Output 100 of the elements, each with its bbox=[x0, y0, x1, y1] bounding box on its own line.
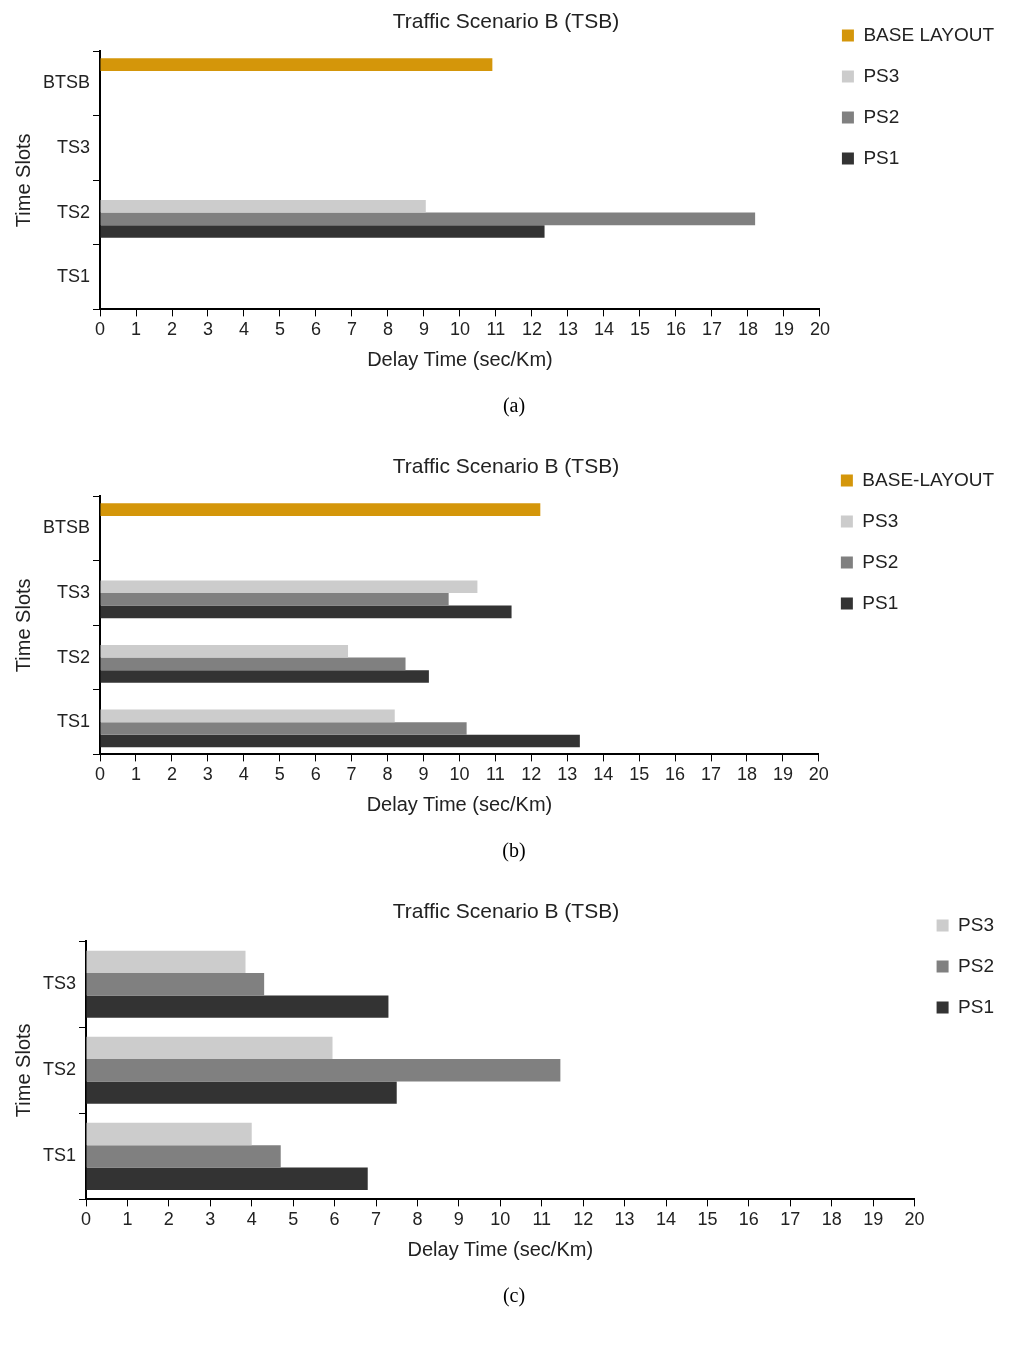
legend-label: PS2 bbox=[958, 954, 995, 976]
y-tick-label: BTSB bbox=[43, 72, 91, 93]
x-tick-label: 4 bbox=[246, 1209, 257, 1230]
y-tick-label: TS3 bbox=[57, 581, 91, 602]
x-tick-label: 20 bbox=[904, 1209, 925, 1230]
y-tick-label: TS1 bbox=[57, 711, 91, 732]
x-tick-label: 10 bbox=[449, 764, 470, 785]
x-tick-label: 7 bbox=[346, 319, 357, 340]
x-tick-label: 5 bbox=[288, 1209, 299, 1230]
x-tick-label: 11 bbox=[486, 764, 505, 785]
x-tick-label: 1 bbox=[122, 1209, 133, 1230]
y-tick-label: TS3 bbox=[43, 973, 77, 994]
bar bbox=[86, 1036, 333, 1060]
x-tick-label: 5 bbox=[274, 319, 285, 340]
x-tick-label: 0 bbox=[95, 764, 106, 785]
bar bbox=[86, 1145, 281, 1168]
x-tick-label: 19 bbox=[773, 319, 794, 340]
x-tick-label: 14 bbox=[656, 1209, 677, 1230]
x-tick-label: 13 bbox=[614, 1209, 635, 1230]
x-tick-label: 4 bbox=[238, 319, 249, 340]
text: (b) bbox=[501, 839, 527, 862]
y-tick-label: BTSB bbox=[43, 517, 91, 538]
chart-title: Traffic Scenario B (TSB) bbox=[392, 899, 620, 923]
chart-title: Traffic Scenario B (TSB) bbox=[392, 9, 620, 33]
x-tick-label: 11 bbox=[532, 1209, 552, 1230]
x-tick-label: 6 bbox=[310, 319, 321, 340]
bar bbox=[86, 1081, 397, 1104]
x-tick-label: 3 bbox=[202, 319, 214, 340]
bar bbox=[86, 950, 246, 974]
bar bbox=[100, 593, 449, 606]
x-tick-label: 19 bbox=[863, 1209, 884, 1230]
x-tick-label: 4 bbox=[238, 764, 249, 785]
x-tick-label: 12 bbox=[521, 319, 542, 340]
x-tick-label: 1 bbox=[130, 764, 141, 785]
x-tick-label: 15 bbox=[629, 764, 650, 785]
x-tick-label: 18 bbox=[821, 1209, 842, 1230]
legend-label: PS2 bbox=[863, 105, 900, 127]
y-tick-label: TS2 bbox=[43, 1059, 77, 1080]
bar bbox=[100, 580, 478, 594]
legend-label: PS3 bbox=[958, 913, 995, 935]
legend-label: PS2 bbox=[862, 550, 899, 572]
x-tick-label: 13 bbox=[557, 319, 578, 340]
x-tick-label: 14 bbox=[593, 319, 614, 340]
legend-label: PS1 bbox=[862, 591, 899, 613]
bar bbox=[100, 644, 349, 658]
x-tick-label: 10 bbox=[490, 1209, 511, 1230]
x-tick-label: 8 bbox=[382, 764, 393, 785]
bar bbox=[100, 734, 580, 748]
x-tick-label: 19 bbox=[772, 764, 793, 785]
bar bbox=[100, 605, 512, 619]
x-tick-label: 8 bbox=[412, 1209, 423, 1230]
x-tick-label: 12 bbox=[521, 764, 542, 785]
y-axis-title: Time Slots bbox=[11, 133, 34, 228]
x-tick-label: 16 bbox=[738, 1209, 759, 1230]
x-tick-label: 12 bbox=[573, 1209, 594, 1230]
x-tick-label: 2 bbox=[167, 319, 178, 340]
x-tick-label: 16 bbox=[665, 764, 686, 785]
legend-label: PS1 bbox=[863, 146, 900, 168]
text: (a) bbox=[501, 394, 527, 417]
x-tick-label: 6 bbox=[310, 764, 321, 785]
x-axis-title: Delay Time (sec/Km) bbox=[367, 347, 553, 370]
y-tick-label: TS2 bbox=[57, 201, 91, 222]
x-tick-label: 17 bbox=[701, 764, 722, 785]
legend-label: BASE LAYOUT bbox=[863, 23, 995, 45]
x-tick-label: 18 bbox=[737, 319, 758, 340]
legend-label: PS3 bbox=[862, 509, 899, 531]
chart-title: Traffic Scenario B (TSB) bbox=[392, 454, 620, 478]
x-tick-label: 17 bbox=[780, 1209, 801, 1230]
legend-label: PS1 bbox=[958, 995, 995, 1017]
x-tick-label: 2 bbox=[166, 764, 177, 785]
bar bbox=[86, 995, 389, 1018]
x-tick-label: 0 bbox=[81, 1209, 92, 1230]
y-axis-title: Time Slots bbox=[11, 578, 34, 673]
bar bbox=[100, 503, 541, 516]
text: (c) bbox=[501, 1284, 527, 1307]
y-tick-label: TS2 bbox=[57, 646, 91, 667]
x-axis-title: Delay Time (sec/Km) bbox=[366, 792, 553, 815]
bar bbox=[86, 1167, 368, 1190]
x-tick-label: 16 bbox=[665, 319, 686, 340]
x-tick-label: 7 bbox=[346, 764, 357, 785]
x-tick-label: 1 bbox=[131, 319, 142, 340]
x-tick-label: 11 bbox=[486, 319, 506, 340]
x-tick-label: 7 bbox=[371, 1209, 382, 1230]
bar bbox=[86, 1122, 252, 1146]
x-tick-label: 13 bbox=[557, 764, 578, 785]
legend-label: PS3 bbox=[863, 64, 900, 86]
x-tick-label: 20 bbox=[808, 764, 829, 785]
x-tick-label: 15 bbox=[697, 1209, 718, 1230]
x-tick-label: 14 bbox=[593, 764, 614, 785]
y-axis-title: Time Slots bbox=[11, 1023, 34, 1118]
y-tick-label: TS1 bbox=[57, 266, 91, 287]
x-tick-label: 17 bbox=[701, 319, 722, 340]
x-tick-label: 8 bbox=[382, 319, 393, 340]
x-tick-label: 3 bbox=[205, 1209, 216, 1230]
x-axis-title: Delay Time (sec/Km) bbox=[407, 1237, 594, 1260]
bar bbox=[86, 973, 265, 996]
x-tick-label: 15 bbox=[629, 319, 650, 340]
x-tick-label: 10 bbox=[449, 319, 470, 340]
x-tick-label: 9 bbox=[453, 1209, 464, 1230]
x-tick-label: 6 bbox=[329, 1209, 340, 1230]
